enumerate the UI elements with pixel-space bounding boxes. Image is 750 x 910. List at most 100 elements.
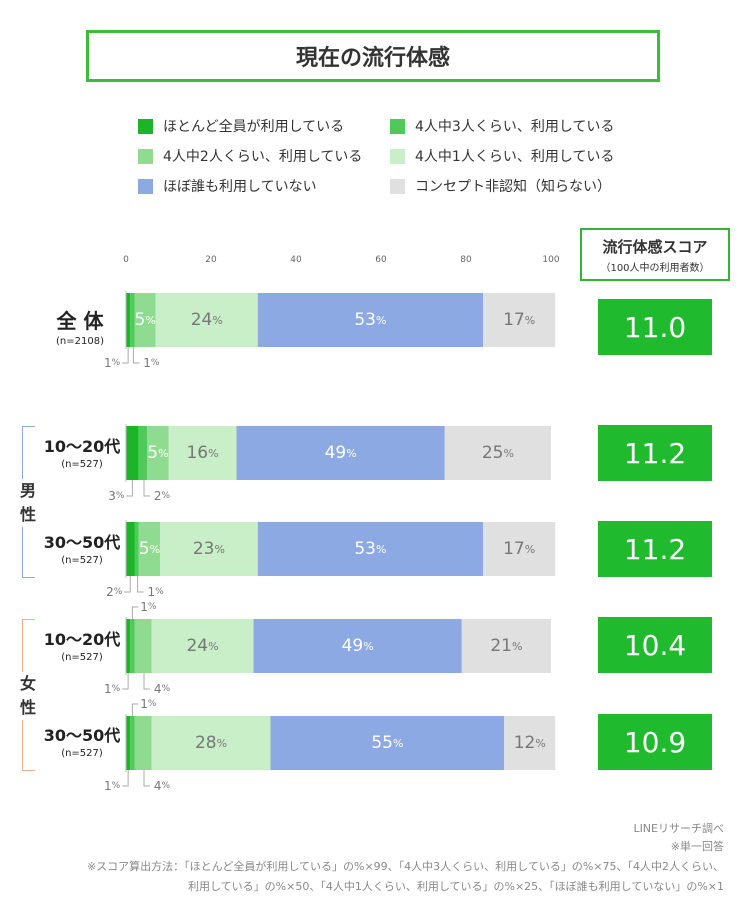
bar-value-label: 49% — [325, 443, 357, 463]
callout-label: 2% — [106, 585, 123, 599]
score-box: 10.9 — [598, 714, 712, 770]
x-tick-label: 60 — [375, 255, 387, 265]
legend-swatch — [390, 178, 405, 194]
callout-line — [143, 673, 150, 690]
bar-value-label: 28% — [195, 733, 227, 753]
row-label-n: (n=527) — [61, 748, 103, 759]
bar-value-label: 53% — [354, 310, 386, 330]
callout-label: 1% — [104, 682, 121, 696]
score-box: 11.2 — [598, 521, 712, 577]
bar-value-label: 49% — [342, 636, 374, 656]
row-label-name: 10〜20代 — [43, 437, 121, 456]
bar-value-label: 24% — [186, 636, 218, 656]
bar-segment — [257, 293, 483, 347]
bar-value-label: 5% — [147, 443, 168, 463]
bar-value-label: 23% — [193, 539, 225, 559]
chart-title: 現在の流行体感 — [86, 30, 660, 82]
bar-segment — [126, 426, 139, 480]
callout-line — [122, 770, 129, 787]
score-header-subtitle: （100人中の利用者数） — [600, 263, 710, 274]
callout-line — [124, 576, 131, 593]
legend-swatch — [138, 148, 153, 164]
bar-segment — [257, 522, 483, 576]
bar-segment — [126, 716, 131, 770]
row-label: 10〜20代 (n=527) — [36, 626, 128, 663]
bar-segment — [138, 426, 148, 480]
callout-line — [126, 480, 133, 497]
score-method-note-1: ※スコア算出方法：「ほとんど全員が利用している」の%×99、「4人中3人くらい、… — [86, 860, 724, 873]
legend-label: 4人中1人くらい、利用している — [415, 149, 615, 165]
score-box: 11.0 — [598, 299, 712, 355]
callout-line — [122, 673, 129, 690]
bar-segment — [134, 522, 139, 576]
x-tick-label: 0 — [123, 255, 129, 265]
score-header-title: 流行体感スコア — [602, 238, 708, 256]
legend-swatch — [390, 118, 405, 134]
legend-label: コンセプト非認知（知らない） — [415, 179, 611, 195]
bar-segment — [130, 716, 135, 770]
bar-value-label: 12% — [514, 733, 546, 753]
row-label-n: (n=527) — [61, 555, 103, 566]
bar-segment — [126, 293, 131, 347]
bar-value-label: 55% — [371, 733, 403, 753]
callout-line — [131, 606, 139, 619]
bar-segment — [461, 619, 551, 673]
x-tick-label: 100 — [542, 255, 559, 265]
bar-segment — [126, 522, 135, 576]
callout-label: 1% — [104, 779, 121, 793]
row-label-name: 30〜50代 — [43, 533, 121, 552]
bar-value-label: 17% — [503, 310, 535, 330]
legend-item: 4人中2人くらい、利用している — [138, 146, 362, 166]
callout-label: 3% — [108, 489, 125, 503]
legend-label: ほとんど全員が利用している — [163, 119, 345, 135]
score-header: 流行体感スコア （100人中の利用者数） — [580, 228, 730, 281]
callout-line — [131, 703, 139, 716]
legend-item: コンセプト非認知（知らない） — [390, 176, 611, 196]
callout-label: 1% — [140, 600, 157, 614]
x-tick-label: 20 — [205, 255, 217, 265]
callout-label: 1% — [104, 356, 121, 370]
row-label: 30〜50代 (n=527) — [36, 529, 128, 566]
callout-line — [132, 347, 140, 364]
bar-segment — [147, 426, 169, 480]
row-label: 10〜20代 (n=527) — [36, 433, 128, 470]
callout-label: 1% — [148, 585, 165, 599]
legend-swatch — [138, 118, 153, 134]
callout-line — [143, 480, 150, 497]
bar-segment — [126, 619, 131, 673]
bar-value-label: 24% — [191, 310, 223, 330]
callout-label: 4% — [154, 779, 171, 793]
score-method-note-2: 利用している」の%×50、「4人中1人くらい、利用している」の%×25、「ほぼ誰… — [187, 880, 724, 893]
bar-value-label: 21% — [490, 636, 522, 656]
bar-segment — [130, 619, 135, 673]
callout-line — [143, 770, 150, 787]
row-label: 全 体 (n=2108) — [40, 305, 120, 347]
score-box: 10.4 — [598, 617, 712, 673]
gender-label-female: 女性 — [18, 672, 38, 720]
legend-label: 4人中3人くらい、利用している — [415, 119, 615, 135]
row-label-n: (n=2108) — [56, 336, 104, 347]
bar-segment — [444, 426, 551, 480]
bar-segment — [151, 716, 271, 770]
row-label: 30〜50代 (n=527) — [36, 722, 128, 759]
x-tick-label: 80 — [460, 255, 472, 265]
gender-label-male: 男性 — [18, 479, 38, 527]
bar-segment — [270, 716, 505, 770]
bar-segment — [483, 293, 556, 347]
legend-item: 4人中1人くらい、利用している — [390, 146, 614, 166]
row-label-name: 10〜20代 — [43, 630, 121, 649]
bar-segment — [138, 522, 160, 576]
bar-segment — [134, 293, 156, 347]
score-box: 11.2 — [598, 425, 712, 481]
bar-segment — [504, 716, 556, 770]
bar-segment — [483, 522, 556, 576]
single-answer-note: ※単一回答 — [670, 840, 724, 853]
callout-label: 2% — [154, 489, 171, 503]
callout-line — [137, 576, 144, 593]
x-tick-label: 40 — [290, 255, 302, 265]
legend-swatch — [138, 178, 153, 194]
bar-segment — [155, 293, 258, 347]
bar-value-label: 5% — [139, 539, 160, 559]
